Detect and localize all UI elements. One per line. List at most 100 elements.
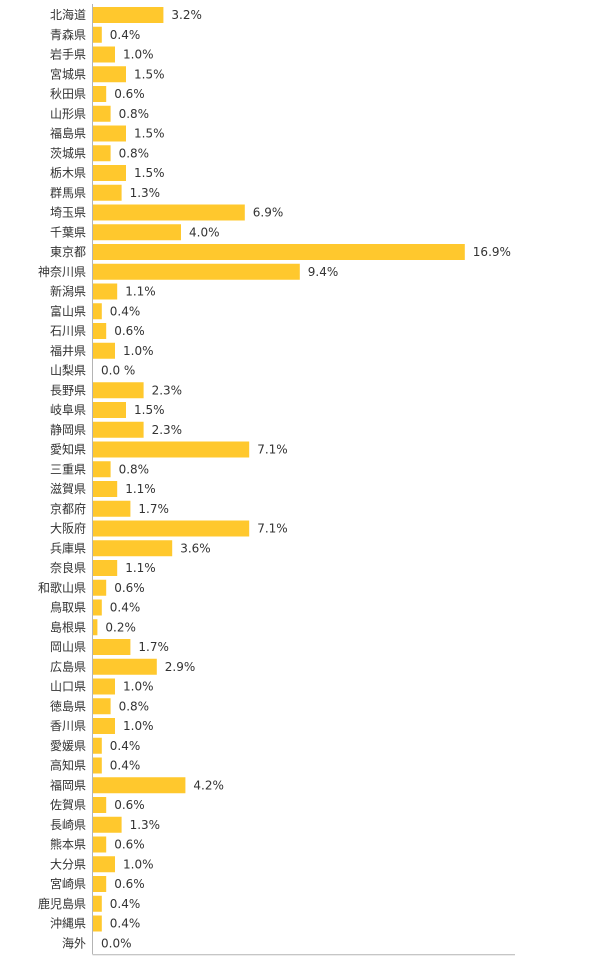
bar (93, 7, 164, 23)
bar (93, 895, 102, 912)
category-label: 岐阜県 (50, 403, 86, 417)
value-label: 1.7% (138, 502, 169, 516)
category-label: 奈良県 (50, 560, 86, 575)
category-label: 岡山県 (50, 640, 86, 654)
bar (93, 520, 250, 537)
category-label: 福井県 (50, 343, 86, 358)
category-label: 海外 (62, 935, 86, 950)
value-label: 16.9% (473, 245, 511, 259)
bar (93, 421, 144, 438)
value-label: 1.3% (130, 186, 161, 200)
category-label: 北海道 (50, 7, 86, 22)
bar (93, 915, 102, 932)
bar (93, 678, 115, 695)
bar (93, 876, 107, 892)
category-label: 和歌山県 (38, 580, 86, 595)
bar (93, 323, 107, 339)
value-label: 7.1% (257, 522, 288, 536)
bar (93, 204, 245, 221)
value-label: 0.0% (101, 936, 132, 950)
category-label: 大分県 (50, 857, 86, 871)
value-label: 0.2% (105, 620, 135, 634)
bar (93, 303, 102, 320)
category-label: 滋賀県 (50, 482, 86, 496)
bar (93, 599, 102, 616)
category-label: 三重県 (50, 462, 86, 476)
value-label: 1.0% (123, 680, 154, 694)
value-label: 0.8% (119, 146, 150, 160)
value-label: 0.4% (110, 917, 141, 931)
category-label: 愛知県 (50, 443, 86, 457)
value-label: 6.9% (253, 206, 283, 220)
category-label: 島根県 (50, 619, 86, 634)
value-label: 0.4% (110, 304, 141, 318)
bar (93, 639, 131, 655)
category-label: 栃木県 (50, 166, 86, 180)
value-label: 1.0% (123, 344, 154, 358)
bar (93, 500, 131, 517)
bar (93, 165, 126, 181)
bar (93, 718, 115, 734)
value-label: 1.1% (125, 561, 156, 575)
category-label: 香川県 (50, 719, 86, 733)
category-label: 徳島県 (50, 698, 86, 713)
category-label: 長崎県 (50, 818, 86, 832)
value-label: 2.9% (165, 660, 196, 674)
value-label: 1.0% (123, 719, 154, 733)
bar (93, 481, 118, 497)
category-label: 広島県 (50, 659, 86, 674)
bar (93, 263, 300, 280)
value-label: 0.6% (114, 324, 145, 338)
bar (93, 342, 115, 359)
value-label: 0.4% (110, 759, 141, 773)
bar (93, 757, 102, 774)
category-label: 宮崎県 (50, 876, 86, 891)
value-label: 1.1% (125, 482, 156, 496)
category-label: 沖縄県 (50, 916, 86, 931)
category-label: 東京都 (50, 245, 86, 259)
category-label: 石川県 (50, 324, 86, 338)
bar (93, 125, 126, 142)
value-label: 2.3% (152, 423, 183, 437)
bar (93, 836, 107, 853)
category-label: 京都府 (50, 501, 86, 516)
value-label: 3.6% (180, 541, 211, 555)
category-label: 青森県 (50, 27, 86, 42)
category-label: 兵庫県 (50, 541, 86, 555)
category-label: 宮城県 (50, 66, 86, 81)
bar (93, 184, 122, 201)
category-label: 静岡県 (50, 423, 86, 437)
category-label: 山梨県 (50, 364, 86, 378)
value-label: 4.0% (189, 225, 220, 239)
bar (93, 66, 126, 83)
bars-layer (93, 7, 465, 932)
value-label: 0.6% (114, 838, 145, 852)
bar (93, 698, 111, 715)
bar (93, 777, 186, 794)
value-label: 1.5% (134, 403, 165, 417)
value-label: 1.5% (134, 166, 165, 180)
bar (93, 105, 111, 122)
category-label: 埼玉県 (50, 206, 86, 220)
value-label: 0.4% (110, 601, 141, 615)
category-label: 熊本県 (50, 837, 86, 852)
value-label: 1.0% (123, 857, 154, 871)
category-label: 鹿児島県 (38, 896, 86, 911)
bar (93, 26, 102, 43)
category-label: 茨城県 (50, 146, 86, 160)
value-label: 0.8% (119, 107, 150, 121)
bar (93, 145, 111, 162)
bar (93, 402, 126, 418)
bar (93, 540, 173, 557)
value-label: 0.4% (110, 28, 141, 42)
value-label: 0.6% (114, 87, 145, 101)
category-label: 富山県 (50, 303, 86, 318)
bar (93, 856, 115, 873)
bar (93, 441, 250, 458)
value-label: 9.4% (308, 265, 339, 279)
value-label: 0.6% (114, 798, 145, 812)
value-label: 1.5% (134, 127, 165, 141)
category-label: 愛媛県 (50, 739, 86, 753)
bar (93, 46, 115, 63)
